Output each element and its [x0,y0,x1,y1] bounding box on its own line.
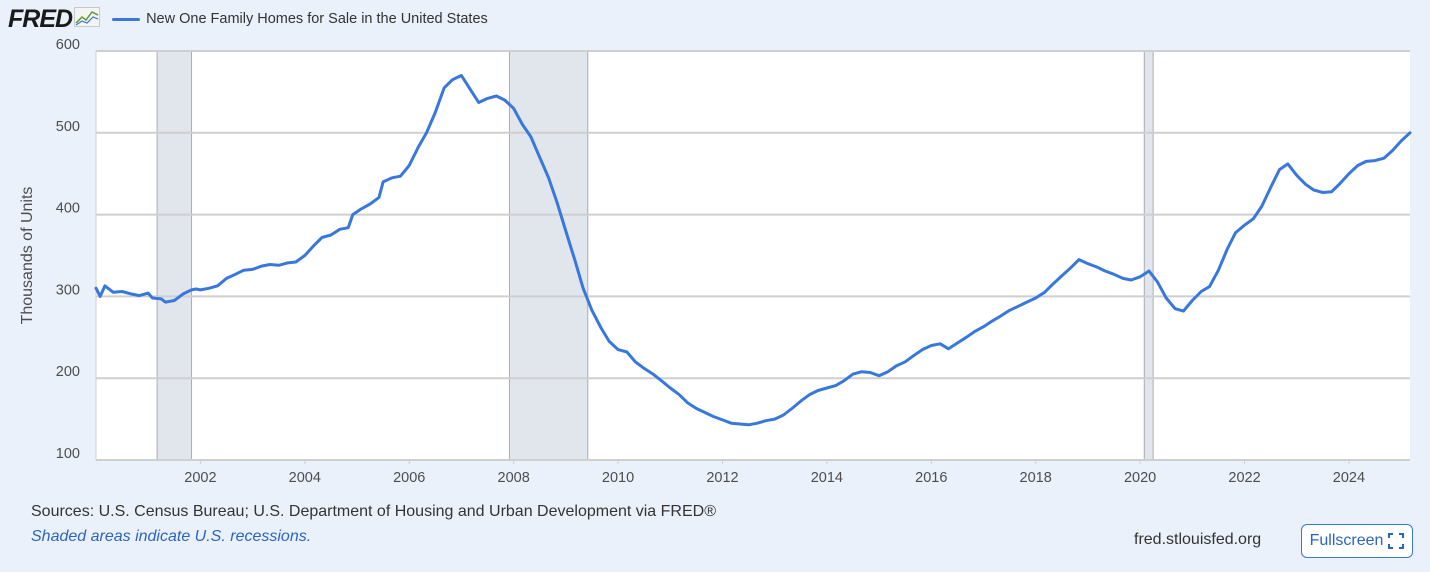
expand-corners-icon [1388,533,1405,549]
fred-logo-text: FRED [8,4,73,33]
x-tick-label: 2024 [1333,470,1365,486]
recession-band [157,51,192,460]
fred-chart-icon [74,6,101,32]
y-tick-label: 500 [56,119,80,135]
plot-area [96,51,1410,460]
sources-text: Sources: U.S. Census Bureau; U.S. Depart… [31,503,716,520]
y-tick-label: 100 [56,446,80,462]
y-axis-title: Thousands of Units [19,187,36,325]
x-tick-label: 2020 [1124,470,1156,486]
chart-legend: New One Family Homes for Sale in the Uni… [112,11,488,27]
series-line [94,74,1412,427]
x-tick-label: 2022 [1228,470,1260,486]
recession-band [509,51,588,460]
y-tick-label: 300 [56,282,80,298]
x-tick-label: 2018 [1020,470,1052,486]
x-tick-label: 2008 [498,470,530,486]
x-tick-label: 2002 [184,470,216,486]
x-tick-label: 2004 [289,470,321,486]
fullscreen-label: Fullscreen [1309,532,1384,549]
x-axis-ticks: 2002 2004 2006 2008 2010 2012 2014 2016 2018 2020… [184,460,1365,486]
y-tick-label: 600 [56,37,80,53]
x-tick-label: 2014 [811,470,843,486]
site-url-link[interactable]: fred.stlouisfed.org [1134,531,1262,548]
recession-band [1144,51,1154,460]
fullscreen-button[interactable]: Fullscreen [1301,524,1413,558]
y-tick-label: 200 [56,364,80,380]
fred-logo[interactable]: FRED [8,4,101,34]
y-axis-ticks: 100 200 300 400 500 600 [56,37,80,462]
recession-note: Shaded areas indicate U.S. recessions. [31,528,312,545]
x-tick-label: 2006 [393,470,425,486]
chart-header: FRED New One Family Homes for Sale in th… [8,4,488,34]
x-tick-label: 2010 [602,470,634,486]
x-tick-label: 2016 [915,470,947,486]
grid-lines [95,50,1410,461]
legend-swatch [112,17,141,21]
x-tick-label: 2012 [706,470,738,486]
legend-label: New One Family Homes for Sale in the Uni… [146,11,488,27]
y-tick-label: 400 [56,201,80,217]
